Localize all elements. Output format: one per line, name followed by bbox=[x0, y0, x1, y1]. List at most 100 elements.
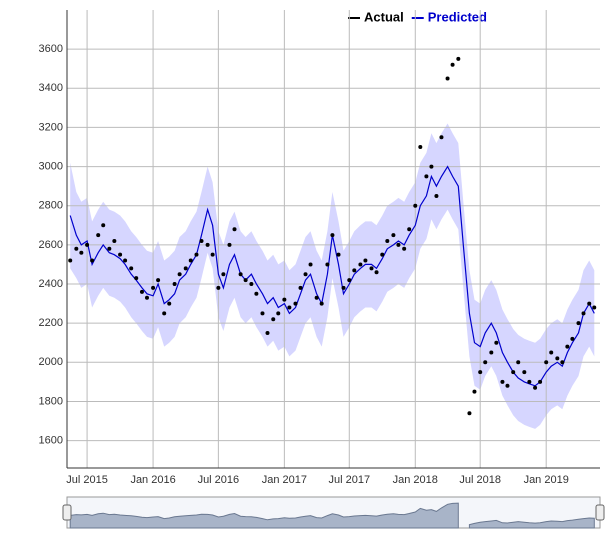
actual-point bbox=[254, 291, 259, 296]
x-tick-label: Jul 2017 bbox=[328, 474, 370, 486]
actual-point bbox=[177, 272, 182, 277]
actual-point bbox=[380, 252, 385, 257]
range-selector-area bbox=[69, 502, 595, 529]
actual-point bbox=[358, 262, 363, 267]
actual-point bbox=[516, 360, 521, 365]
actual-point bbox=[238, 272, 243, 277]
actual-point bbox=[418, 145, 423, 150]
actual-point bbox=[429, 164, 434, 169]
x-tick-label: Jan 2016 bbox=[130, 474, 175, 486]
actual-point bbox=[118, 252, 123, 257]
actual-point bbox=[194, 252, 199, 257]
x-tick-label: Jan 2019 bbox=[524, 474, 569, 486]
actual-point bbox=[352, 268, 357, 273]
actual-point bbox=[308, 262, 313, 267]
actual-point bbox=[183, 266, 188, 271]
actual-point bbox=[134, 276, 139, 281]
actual-point bbox=[282, 297, 287, 302]
actual-point bbox=[396, 242, 401, 247]
actual-point bbox=[527, 379, 532, 384]
actual-point bbox=[151, 285, 156, 290]
actual-point bbox=[555, 356, 560, 361]
x-tick-label: Jul 2016 bbox=[198, 474, 240, 486]
range-handle[interactable] bbox=[595, 504, 605, 521]
y-tick-label: 3000 bbox=[39, 160, 63, 172]
actual-point bbox=[139, 289, 144, 294]
range-handle[interactable] bbox=[62, 504, 72, 521]
actual-point bbox=[489, 350, 494, 355]
actual-point bbox=[592, 305, 597, 310]
actual-point bbox=[570, 336, 575, 341]
actual-point bbox=[330, 233, 335, 238]
x-tick-label: Jul 2015 bbox=[66, 474, 108, 486]
actual-point bbox=[85, 242, 90, 247]
actual-point bbox=[293, 301, 298, 306]
actual-point bbox=[424, 174, 429, 179]
actual-point bbox=[549, 350, 554, 355]
legend-label: Actual bbox=[364, 9, 404, 24]
actual-point bbox=[587, 301, 592, 306]
actual-point bbox=[276, 311, 281, 316]
actual-point bbox=[314, 295, 319, 300]
confidence-band bbox=[70, 123, 595, 429]
actual-point bbox=[413, 203, 418, 208]
actual-point bbox=[500, 379, 505, 384]
actual-point bbox=[391, 233, 396, 238]
actual-point bbox=[385, 238, 390, 243]
actual-point bbox=[167, 301, 172, 306]
actual-point bbox=[96, 233, 101, 238]
actual-point bbox=[456, 56, 461, 61]
y-tick-label: 1800 bbox=[39, 395, 63, 407]
y-tick-label: 2200 bbox=[39, 317, 63, 329]
y-tick-label: 2000 bbox=[39, 356, 63, 368]
actual-point bbox=[298, 285, 303, 290]
actual-point bbox=[505, 383, 510, 388]
actual-point bbox=[205, 242, 210, 247]
y-tick-label: 3200 bbox=[39, 121, 63, 133]
actual-point bbox=[363, 258, 368, 263]
actual-point bbox=[522, 370, 527, 375]
actual-point bbox=[156, 278, 161, 283]
actual-point bbox=[287, 305, 292, 310]
actual-point bbox=[402, 246, 407, 251]
x-tick-label: Jan 2017 bbox=[262, 474, 307, 486]
y-tick-label: 3400 bbox=[39, 82, 63, 94]
actual-point bbox=[576, 321, 581, 326]
actual-point bbox=[249, 282, 254, 287]
legend: Actual Predicted bbox=[348, 9, 487, 24]
actual-point bbox=[188, 258, 193, 263]
actual-point bbox=[369, 266, 374, 271]
actual-point bbox=[483, 360, 488, 365]
actual-point bbox=[445, 76, 450, 81]
actual-point bbox=[336, 252, 341, 257]
actual-point bbox=[494, 340, 499, 345]
actual-point bbox=[172, 282, 177, 287]
actual-point bbox=[68, 258, 73, 263]
actual-point bbox=[232, 227, 237, 232]
actual-point bbox=[112, 238, 117, 243]
actual-point bbox=[374, 270, 379, 275]
y-tick-label: 2800 bbox=[39, 200, 63, 212]
actual-point bbox=[79, 250, 84, 255]
actual-point bbox=[107, 246, 112, 251]
actual-point bbox=[560, 360, 565, 365]
actual-point bbox=[162, 311, 167, 316]
y-tick-label: 2600 bbox=[39, 239, 63, 251]
actual-point bbox=[260, 311, 265, 316]
actual-point bbox=[581, 311, 586, 316]
actual-point bbox=[478, 370, 483, 375]
actual-point bbox=[216, 285, 221, 290]
actual-point bbox=[265, 330, 270, 335]
actual-point bbox=[129, 266, 134, 271]
y-tick-label: 3600 bbox=[39, 43, 63, 55]
actual-point bbox=[341, 285, 346, 290]
actual-point bbox=[325, 262, 330, 267]
actual-point bbox=[144, 295, 149, 300]
actual-point bbox=[450, 62, 455, 67]
actual-point bbox=[271, 317, 276, 322]
actual-point bbox=[210, 252, 215, 257]
actual-point bbox=[221, 272, 226, 277]
actual-point bbox=[303, 272, 308, 277]
x-tick-label: Jan 2018 bbox=[393, 474, 438, 486]
